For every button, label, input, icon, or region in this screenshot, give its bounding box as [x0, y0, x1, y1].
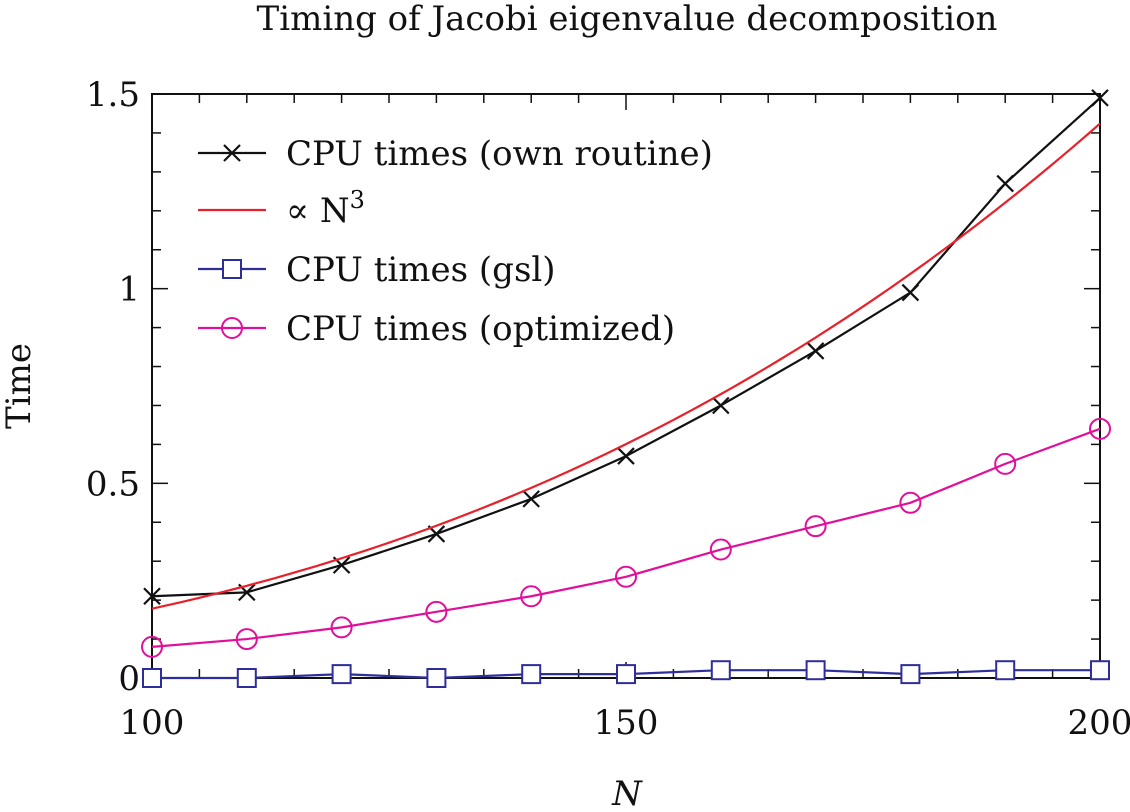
series-layer [141, 89, 1111, 688]
legend-item: CPU times (gsl) [198, 250, 556, 290]
data-point-square-marker [1090, 660, 1110, 681]
data-point-circle-marker [330, 616, 353, 639]
series-1 [143, 89, 1109, 606]
y-tick-label: 0 [118, 659, 140, 699]
series-4 [141, 417, 1111, 658]
data-point-circle-marker [221, 317, 243, 339]
data-point-square-marker [331, 664, 352, 685]
legend-label: CPU times (gsl) [286, 250, 556, 290]
data-point-circle-marker [1089, 417, 1111, 440]
y-axis-label: Time [0, 343, 39, 429]
chart-title: Timing of Jacobi eigenvalue decompositio… [257, 0, 998, 39]
x-tick-label: 100 [120, 703, 185, 743]
series-line [151, 427, 1101, 648]
data-point-circle-marker [709, 538, 732, 561]
y-tick-label: 0.5 [86, 464, 140, 504]
data-point-square-marker [805, 660, 826, 681]
series-3 [142, 660, 1110, 688]
data-point-square-marker [616, 664, 636, 685]
data-point-square-marker [521, 664, 542, 685]
data-point-circle-marker [804, 515, 827, 538]
plot-frame [151, 93, 1101, 679]
x-tick-label: 150 [594, 703, 659, 743]
data-point-square-marker [900, 664, 921, 685]
series-line [151, 122, 1101, 610]
x-tick-label: 200 [1068, 703, 1130, 743]
y-tick-label: 1.5 [86, 75, 140, 115]
data-point-circle-marker [615, 565, 637, 588]
data-point-circle-marker [425, 600, 448, 623]
series-2 [151, 122, 1101, 610]
data-point-x-marker [806, 342, 825, 360]
legend-label: CPU times (own routine) [286, 134, 713, 174]
legend-label: ∝ N3 [286, 186, 365, 231]
data-point-square-marker [236, 668, 257, 688]
data-point-x-marker [901, 283, 920, 302]
x-axis-label: N [611, 774, 643, 812]
data-point-x-marker [712, 396, 730, 415]
data-point-square-marker [426, 668, 447, 688]
data-point-square-marker [142, 668, 162, 688]
data-point-square-marker [995, 660, 1016, 681]
data-point-x-marker [522, 490, 540, 508]
data-point-x-marker [1091, 89, 1109, 107]
data-point-circle-marker [235, 628, 258, 651]
data-point-circle-marker [994, 452, 1017, 475]
data-point-x-marker [223, 144, 241, 162]
legend-item: CPU times (own routine) [198, 134, 713, 174]
data-point-x-marker [996, 174, 1014, 193]
y-tick-label: 1 [118, 270, 140, 310]
axis-ticks [151, 93, 1101, 679]
legend-label: CPU times (optimized) [286, 309, 675, 349]
data-point-circle-marker [520, 585, 543, 608]
data-point-circle-marker [899, 491, 922, 514]
data-point-square-marker [222, 259, 242, 279]
legend-item: ∝ N3 [198, 186, 365, 231]
data-point-x-marker [143, 587, 161, 606]
legend: CPU times (own routine) ∝ N3 CPU times (gs… [198, 134, 713, 349]
data-point-circle-marker [141, 635, 163, 658]
tick-labels: 100 150 200 0 0.5 1 1.5 [86, 75, 1130, 743]
data-point-square-marker [710, 660, 731, 681]
legend-item: CPU times (optimized) [198, 309, 675, 349]
data-point-x-marker [617, 447, 635, 465]
